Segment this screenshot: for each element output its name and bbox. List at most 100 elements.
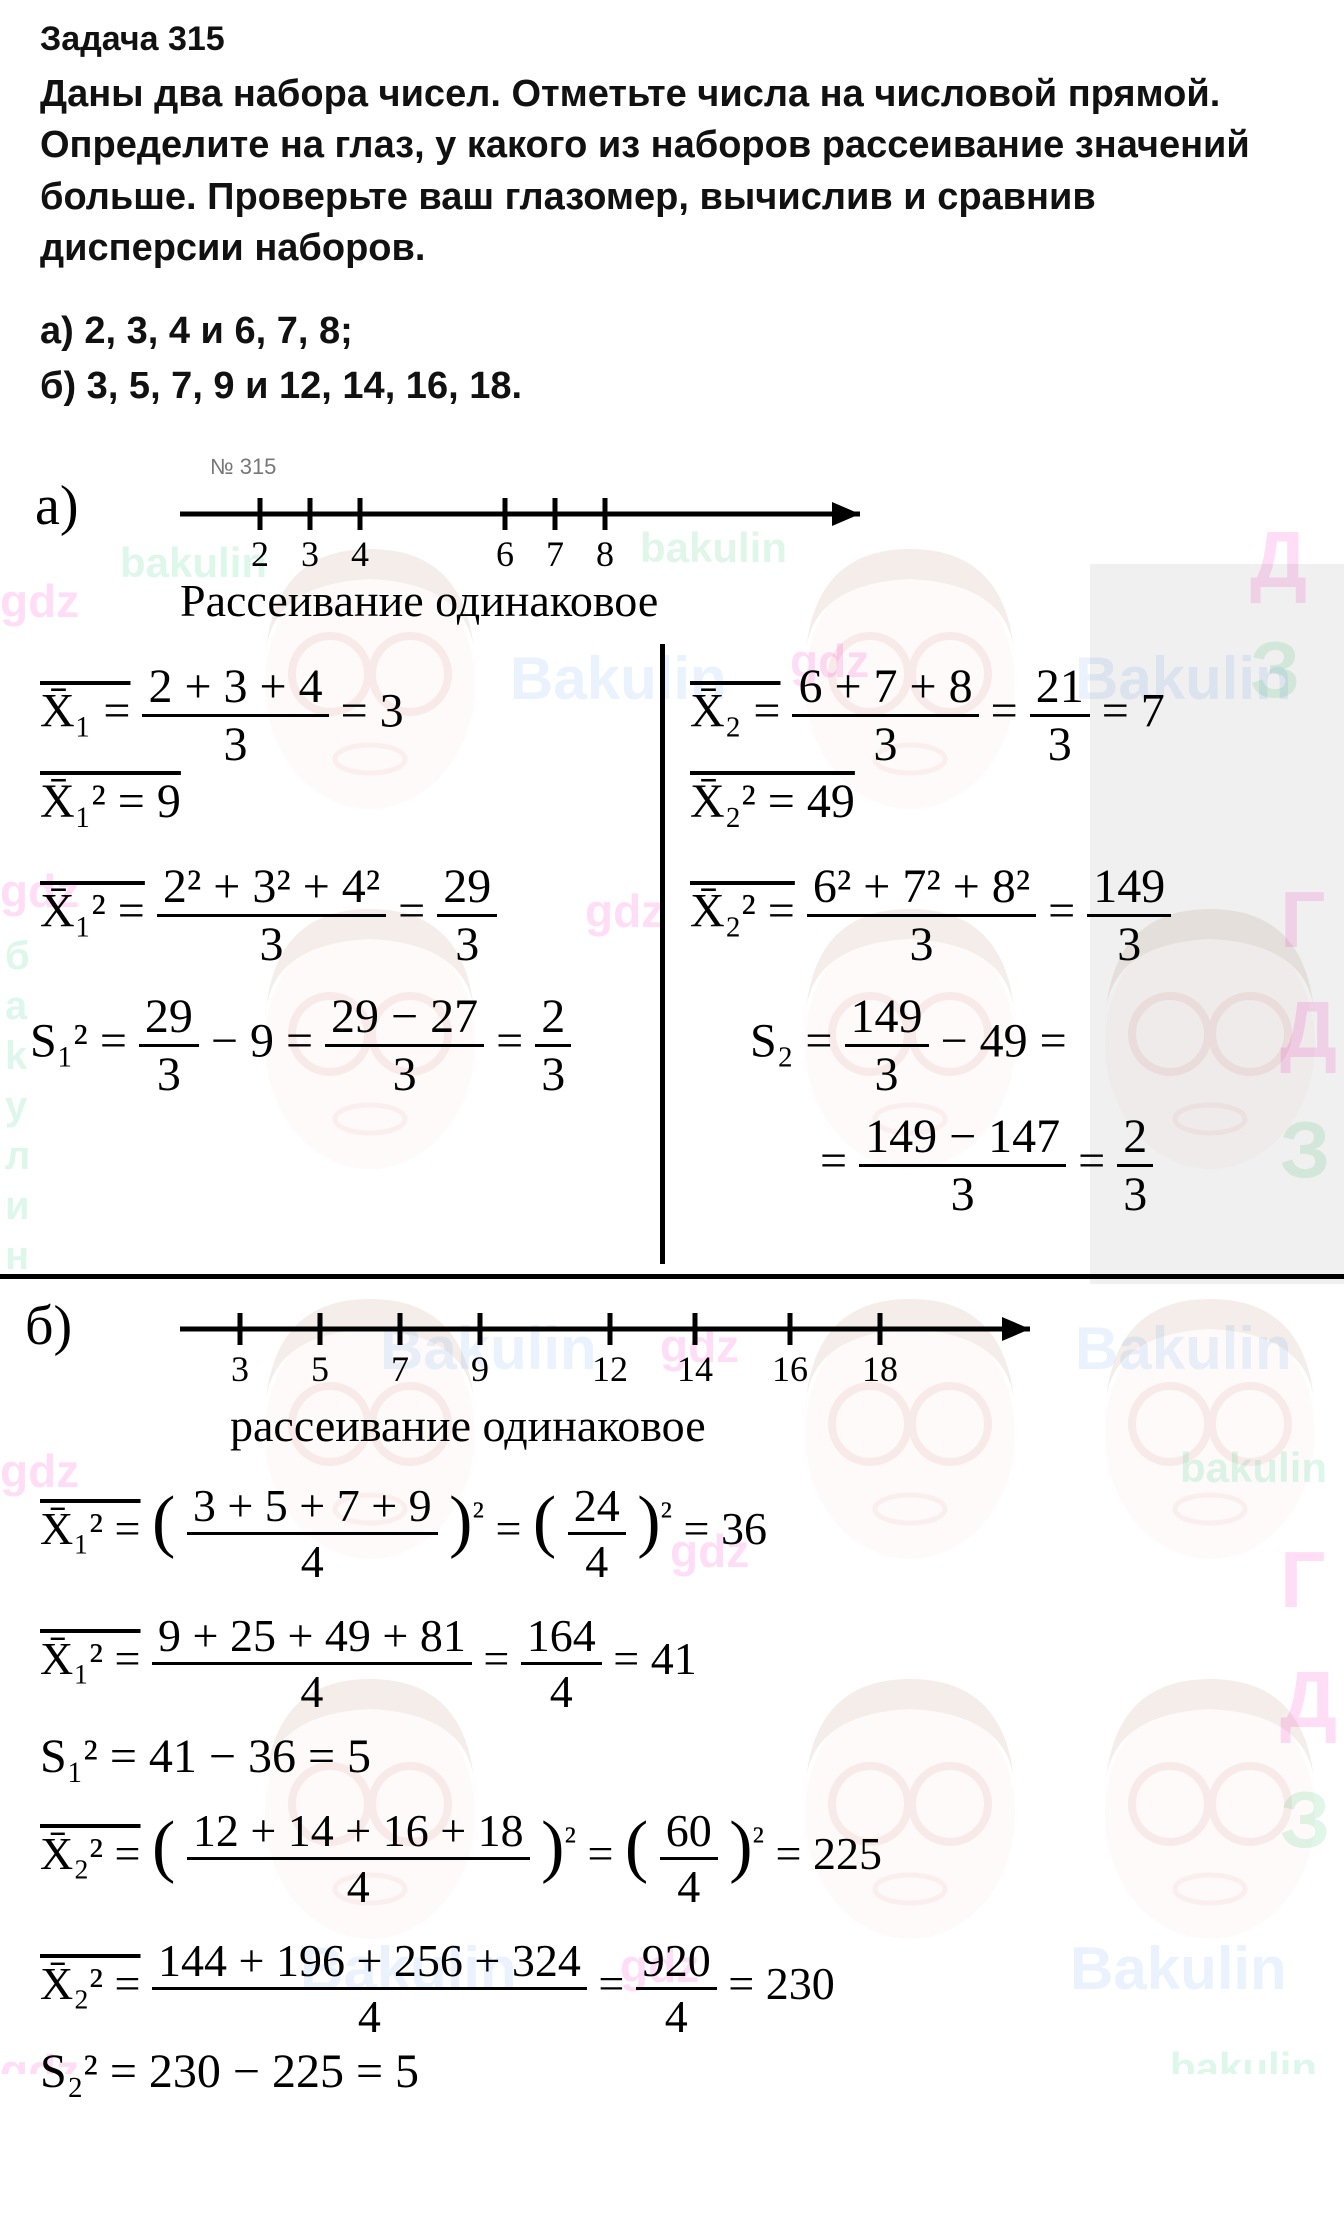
s1-lhs: S₁² = xyxy=(30,1015,127,1068)
x2sqm-eq: = xyxy=(1048,885,1075,938)
scatter-note-a: Рассеивание одинаковое xyxy=(180,574,658,627)
x1-mean-lhs: X̄₁ = xyxy=(40,685,130,738)
x2-mean-result: = 7 xyxy=(1102,685,1165,738)
x2-mean-f2d: 3 xyxy=(1030,717,1090,772)
bx2sqm-fd: 4 xyxy=(152,1990,587,2043)
bx2sq-lhs: X̄₂² = xyxy=(40,1828,141,1879)
s1-eq: S₁² = 293 − 9 = 29 − 273 = 23 xyxy=(30,989,571,1102)
bx2sq-f2d: 4 xyxy=(660,1860,718,1913)
page-root: Задача 315 Даны два набора чисел. Отметь… xyxy=(0,0,1344,2074)
bx1sq-pl: ( xyxy=(152,1483,175,1560)
x1sqm-den: 3 xyxy=(157,917,386,972)
b-s2-eq: S₂² = 230 − 225 = 5 xyxy=(40,2044,419,2099)
s2-mid: − 49 = xyxy=(941,1015,1067,1068)
bx2sqm-fn: 144 + 196 + 256 + 324 xyxy=(152,1934,587,1990)
bx1sqm-fn: 9 + 25 + 49 + 81 xyxy=(152,1609,472,1665)
x2-mean-mid: = xyxy=(991,685,1018,738)
s1-eq: = xyxy=(496,1015,523,1068)
x2-sq-mean-eq: X̄₂² = 6² + 7² + 8²3 = 1493 xyxy=(690,859,1171,972)
bx2sqm-eq: = xyxy=(598,1958,624,2009)
s2b-f2d: 3 xyxy=(1117,1167,1153,1222)
x1-sq-mean-eq: X̄₁² = 2² + 3² + 4²3 = 293 xyxy=(40,859,497,972)
handwritten-area: gdzbakulinBakulingdzBakulinbakulinДЗГДЗg… xyxy=(0,444,1344,2074)
x2-squared-text: X̄₂² = 49 xyxy=(690,775,855,828)
x2-squared: X̄₂² = 49 xyxy=(690,774,855,829)
x2-mean-eq: X̄₂ = 6 + 7 + 83 = 213 = 7 xyxy=(690,659,1165,772)
x2sqm-den: 3 xyxy=(807,917,1036,972)
s1-f3d: 3 xyxy=(535,1047,571,1102)
s2b-fn: 149 − 147 xyxy=(859,1109,1066,1167)
s1-f1n: 29 xyxy=(139,989,199,1047)
task-number: Задача 315 xyxy=(40,20,1304,59)
svg-text:6: 6 xyxy=(496,534,514,574)
s2b-eq: = xyxy=(820,1135,847,1188)
s2-eq-line1: S₂ = 1493 − 49 = xyxy=(750,989,1067,1102)
bx1sqm-eq2: = 41 xyxy=(613,1633,696,1684)
bx2sq-p2l: ( xyxy=(625,1808,648,1885)
x2sqm-f2d: 3 xyxy=(1087,917,1171,972)
svg-text:5: 5 xyxy=(311,1349,329,1389)
x2-mean-num: 6 + 7 + 8 xyxy=(792,659,978,717)
x1-mean-eq: X̄₁ = 2 + 3 + 43 = 3 xyxy=(40,659,404,772)
svg-text:12: 12 xyxy=(592,1349,628,1389)
bx1sq-lhs: X̄₁² = xyxy=(40,1503,141,1554)
b-x1sq-eq: X̄₁² = ( 3 + 5 + 7 + 94 )² = ( 244 )² = … xyxy=(40,1479,767,1588)
s2b-eq2: = xyxy=(1078,1135,1105,1188)
bx1sq-p2l: ( xyxy=(533,1483,556,1560)
bx2sq-f2n: 60 xyxy=(660,1804,718,1860)
x2-mean-f2n: 21 xyxy=(1030,659,1090,717)
x1sqm-num: 2² + 3² + 4² xyxy=(157,859,386,917)
s2b-f2n: 2 xyxy=(1117,1109,1153,1167)
svg-text:4: 4 xyxy=(351,534,369,574)
bx1sq-eq2: = 36 xyxy=(684,1503,767,1554)
x1sqm-den2: 3 xyxy=(437,917,497,972)
bx2sqm-f2n: 920 xyxy=(636,1934,717,1990)
svg-text:9: 9 xyxy=(471,1349,489,1389)
x1sqm-eq: = xyxy=(398,885,425,938)
printed-block: Задача 315 Даны два набора чисел. Отметь… xyxy=(0,0,1344,444)
task-text: Даны два набора чисел. Отметьте числа на… xyxy=(40,69,1304,274)
bx2sq-sq: ² xyxy=(564,1820,576,1862)
b-x1sqm-eq: X̄₁² = 9 + 25 + 49 + 814 = 1644 = 41 xyxy=(40,1609,697,1718)
bx1sqm-f2d: 4 xyxy=(521,1665,602,1718)
svg-text:2: 2 xyxy=(251,534,269,574)
bx1sqm-fd: 4 xyxy=(152,1665,472,1718)
s2-eq-line2: = 149 − 1473 = 23 xyxy=(820,1109,1153,1222)
s1-f3n: 2 xyxy=(535,989,571,1047)
x1sqm-lhs: X̄₁² = xyxy=(40,885,145,938)
s1-mid: − 9 = xyxy=(211,1015,313,1068)
svg-text:8: 8 xyxy=(596,534,614,574)
vertical-divider xyxy=(660,644,665,1264)
s1-f2n: 29 − 27 xyxy=(325,989,484,1047)
bx2sq-p2r: ) xyxy=(729,1808,752,1885)
b-x2sqm-eq: X̄₂² = 144 + 196 + 256 + 3244 = 9204 = 2… xyxy=(40,1934,835,2043)
svg-text:14: 14 xyxy=(677,1349,713,1389)
bx1sq-fd: 4 xyxy=(187,1535,438,1588)
task-options: а) 2, 3, 4 и 6, 7, 8; б) 3, 5, 7, 9 и 12… xyxy=(40,304,1304,414)
s2-lhs: S₂ = xyxy=(750,1015,833,1068)
bx2sq-pr: ) xyxy=(541,1808,564,1885)
svg-text:18: 18 xyxy=(862,1349,898,1389)
bx1sq-pr: ) xyxy=(449,1483,472,1560)
svg-text:16: 16 xyxy=(772,1349,808,1389)
bx2sq-fd: 4 xyxy=(187,1860,530,1913)
x2sqm-num: 6² + 7² + 8² xyxy=(807,859,1036,917)
bx2sq-eq2: = 225 xyxy=(776,1828,882,1879)
x2-mean-lhs: X̄₂ = xyxy=(690,685,780,738)
bx1sq-fn: 3 + 5 + 7 + 9 xyxy=(187,1479,438,1535)
bx1sq-f2n: 24 xyxy=(568,1479,626,1535)
s2-f1d: 3 xyxy=(845,1047,929,1102)
bx1sq-f2d: 4 xyxy=(568,1535,626,1588)
bx1sq-eq: = xyxy=(495,1503,521,1554)
bx2sqm-eq2: = 230 xyxy=(728,1958,834,2009)
x2-mean-den: 3 xyxy=(792,717,978,772)
s2b-fd: 3 xyxy=(859,1167,1066,1222)
s1-f2d: 3 xyxy=(325,1047,484,1102)
svg-text:7: 7 xyxy=(391,1349,409,1389)
svg-text:3: 3 xyxy=(231,1349,249,1389)
s1-f1d: 3 xyxy=(139,1047,199,1102)
bx2sqm-lhs: X̄₂² = xyxy=(40,1958,141,2009)
option-b: б) 3, 5, 7, 9 и 12, 14, 16, 18. xyxy=(40,359,1304,414)
svg-text:3: 3 xyxy=(301,534,319,574)
bx2sq-eq: = xyxy=(587,1828,613,1879)
